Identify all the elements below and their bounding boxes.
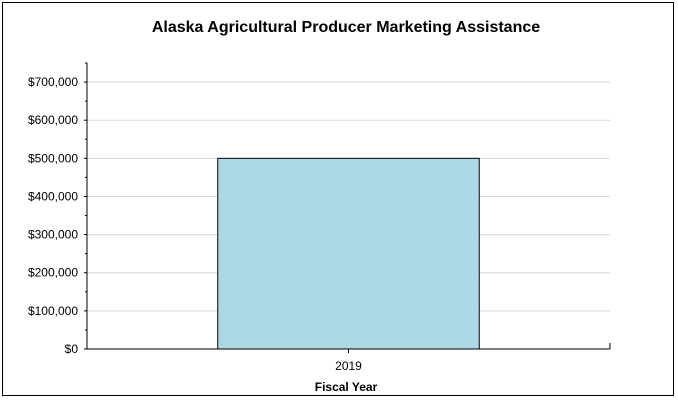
x-tick-label: 2019 xyxy=(335,359,362,373)
y-tick-label: $0 xyxy=(65,342,79,356)
y-tick-label: $300,000 xyxy=(28,228,78,242)
bar-2019 xyxy=(217,157,480,350)
y-tick-label: $600,000 xyxy=(28,113,78,127)
y-tick-label: $400,000 xyxy=(28,189,78,203)
y-tick-label: $200,000 xyxy=(28,266,78,280)
x-axis-title: Fiscal Year xyxy=(315,380,378,394)
y-tick-label: $700,000 xyxy=(28,75,78,89)
y-axis-ticks: $0 $100,000 $200,000 $300,000 $400,000 $500,0… xyxy=(28,62,87,356)
y-tick-label: $100,000 xyxy=(28,304,78,318)
chart-title: Alaska Agricultural Producer Marketing A… xyxy=(152,19,540,36)
x-axis-ticks: 2019 xyxy=(335,349,362,373)
bars xyxy=(217,157,480,350)
y-tick-label: $500,000 xyxy=(28,151,78,165)
